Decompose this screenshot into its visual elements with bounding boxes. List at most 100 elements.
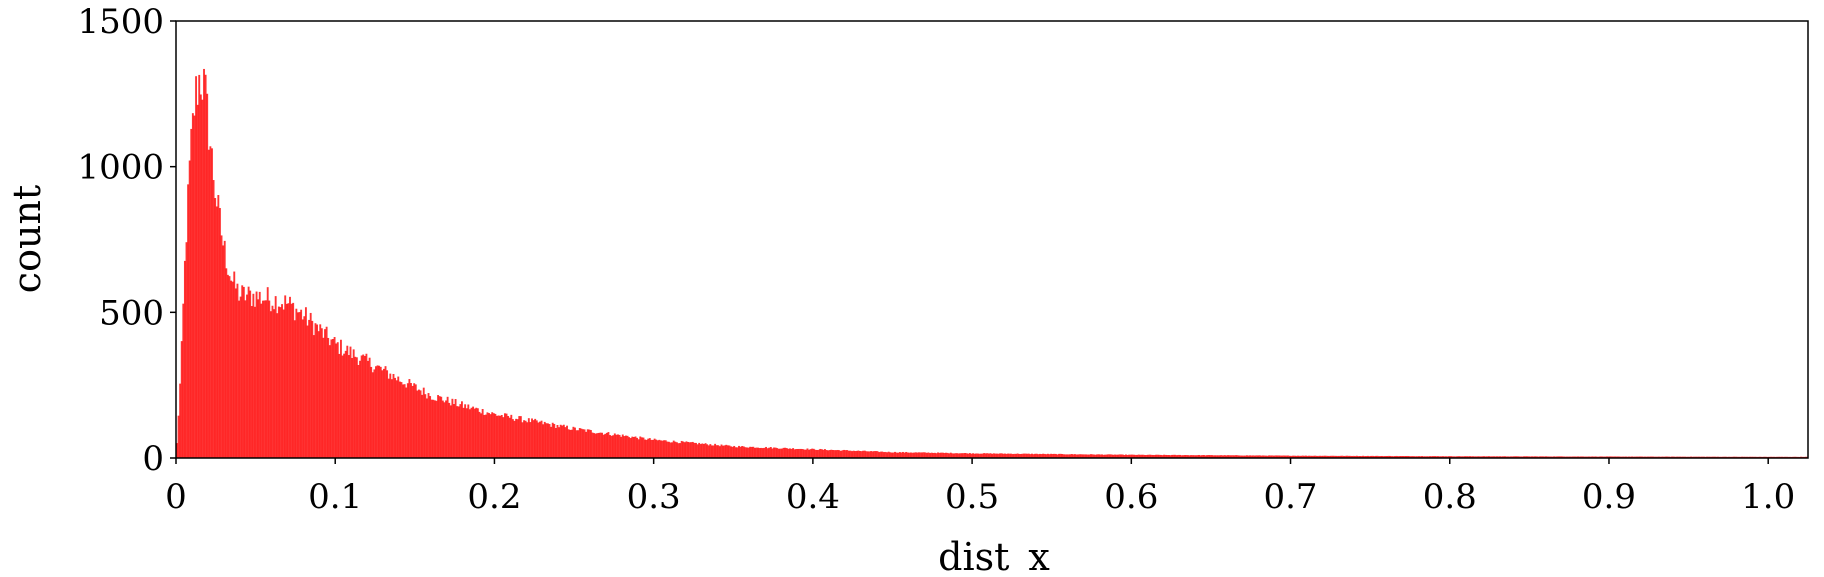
histogram-bar: [1279, 455, 1282, 458]
histogram-bar: [1019, 454, 1022, 458]
histogram-bar: [570, 429, 573, 458]
histogram-bar: [508, 417, 511, 458]
histogram-bar: [742, 446, 745, 458]
histogram-bar: [1476, 456, 1479, 458]
histogram-bar: [206, 93, 209, 459]
histogram-bar: [1174, 454, 1177, 458]
histogram-bar: [191, 113, 194, 458]
histogram-bar: [1118, 454, 1121, 458]
histogram-bar: [903, 452, 906, 458]
x-axis-label: dist_x: [938, 535, 1050, 577]
histogram-bar: [621, 434, 624, 458]
histogram-bar: [1308, 455, 1310, 458]
histogram-bar: [583, 429, 586, 458]
histogram-bar: [1613, 456, 1616, 458]
histogram-bar: [631, 436, 634, 458]
histogram-bar: [465, 408, 468, 458]
histogram-bar: [250, 306, 253, 458]
histogram-bar: [1053, 453, 1056, 458]
histogram-bar: [1252, 455, 1255, 458]
histogram-bar: [588, 429, 591, 458]
histogram-bar: [1395, 455, 1398, 458]
histogram-bar: [1406, 455, 1409, 458]
histogram-bar: [343, 353, 346, 458]
histogram-bar: [892, 452, 895, 458]
histogram-bar: [1346, 455, 1349, 458]
histogram-bar: [906, 452, 909, 458]
histogram-bar: [1444, 456, 1447, 458]
histogram-bar: [1441, 456, 1444, 458]
histogram-bar: [564, 427, 567, 458]
histogram-bar: [726, 445, 729, 458]
histogram-bar: [1507, 456, 1509, 458]
histogram-bar: [949, 452, 952, 458]
histogram-bar: [316, 324, 318, 458]
histogram-bar: [1320, 455, 1323, 458]
histogram-bar: [812, 448, 815, 458]
histogram-bar: [1503, 456, 1506, 458]
histogram-bar: [1109, 454, 1111, 458]
x-tick-label: 0.4: [786, 477, 840, 517]
histogram-bar: [793, 449, 796, 458]
histogram-bar: [1152, 454, 1154, 458]
histogram-bar: [1188, 455, 1191, 458]
histogram-bar: [1139, 454, 1142, 458]
histogram-bar: [685, 441, 688, 458]
histogram-bar: [1389, 455, 1392, 458]
histogram-bar: [395, 380, 398, 458]
histogram-bar: [336, 342, 339, 458]
histogram-bar: [1352, 455, 1355, 458]
histogram-bar: [1180, 455, 1183, 458]
histogram-bar: [411, 385, 414, 458]
histogram-bar: [1202, 455, 1205, 458]
histogram-bar: [405, 387, 408, 458]
histogram-bar: [179, 383, 182, 458]
histogram-bar: [1360, 456, 1363, 458]
histogram-bar: [446, 396, 449, 458]
histogram-bar: [1416, 456, 1419, 458]
histogram-bar: [461, 401, 463, 458]
histogram-bar: [183, 260, 186, 458]
histogram-bar: [1241, 455, 1244, 458]
histogram-bar: [1378, 456, 1380, 458]
histogram-bar: [844, 450, 847, 458]
histogram-bar: [1519, 456, 1522, 458]
histogram-bar: [507, 416, 510, 458]
histogram-bar: [596, 433, 599, 458]
histogram-bar: [859, 451, 861, 458]
histogram-bar: [1207, 455, 1210, 458]
histogram-bar: [1280, 455, 1283, 458]
histogram-bar: [1335, 455, 1338, 458]
histogram-bar: [911, 452, 914, 458]
histogram-bar: [451, 398, 454, 458]
histogram-bar: [688, 442, 691, 458]
histogram-bar: [730, 446, 732, 458]
histogram-bar: [298, 312, 301, 458]
histogram-bar: [1457, 456, 1460, 458]
histogram-bar: [1035, 453, 1038, 458]
histogram-bar: [1000, 453, 1003, 458]
histogram-bar: [781, 448, 783, 458]
histogram-bar: [808, 449, 810, 458]
histogram-bar: [663, 440, 666, 458]
histogram-bar: [749, 446, 752, 458]
histogram-bar: [427, 393, 430, 458]
histogram-bar: [683, 442, 686, 458]
histogram-bar: [341, 355, 344, 458]
histogram-bar: [1072, 454, 1075, 458]
histogram-bar: [1607, 456, 1610, 458]
histogram-bar: [429, 396, 432, 458]
histogram-bar: [1107, 454, 1110, 458]
histogram-bar: [687, 441, 689, 458]
histogram-bar: [1487, 456, 1490, 458]
histogram-bar: [884, 451, 887, 458]
histogram-bar: [819, 448, 822, 458]
histogram-bar: [1513, 456, 1516, 458]
histogram-bar: [1005, 453, 1008, 458]
histogram-bar: [562, 424, 565, 458]
x-tick-label: 0.9: [1582, 477, 1636, 517]
histogram-bar: [1150, 454, 1153, 458]
histogram-bar: [1323, 455, 1326, 458]
histogram-bar: [1403, 456, 1406, 458]
histogram-bar: [207, 149, 210, 458]
